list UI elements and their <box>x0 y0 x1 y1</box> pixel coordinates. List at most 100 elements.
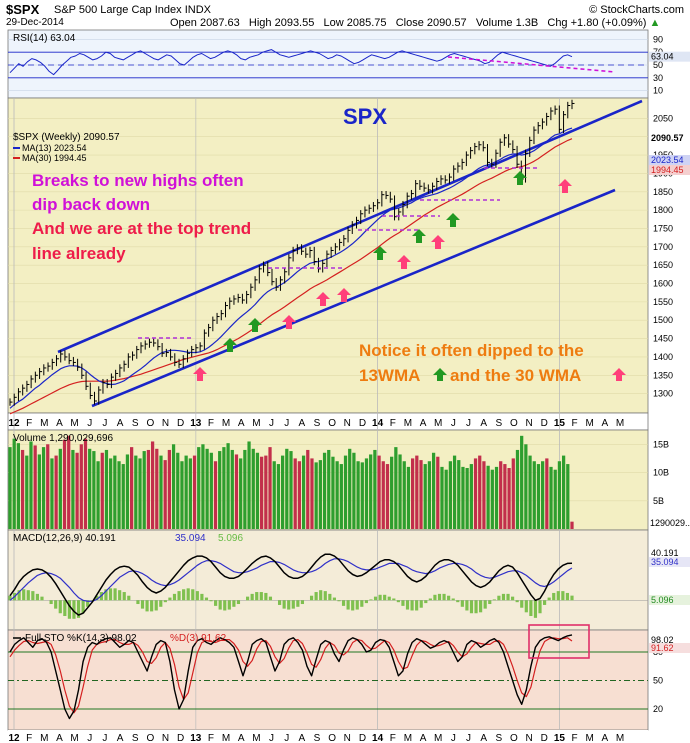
high-value: High 2093.55 <box>248 17 315 29</box>
volume-bar <box>176 452 180 529</box>
volume-bar <box>402 461 406 529</box>
xaxis-bottom-label: J <box>451 733 456 743</box>
volume-bar <box>276 464 281 529</box>
xaxis-top-label: M <box>252 418 260 429</box>
macd-histogram-bar <box>49 600 53 605</box>
macd-histogram-bar <box>232 600 236 607</box>
macd-histogram-bar <box>433 594 437 601</box>
macd-histogram-bar <box>542 600 547 605</box>
xaxis-top-label: A <box>420 418 427 429</box>
macd-histogram-bar <box>556 591 560 601</box>
macd-histogram-bar <box>81 600 85 614</box>
volume-bar <box>553 469 557 529</box>
macd-right-badge <box>649 595 690 605</box>
macd-histogram-bar <box>163 600 167 603</box>
xaxis-bottom-label: J <box>102 733 107 743</box>
macd-histogram-bar <box>465 600 469 611</box>
xaxis-top-label: A <box>117 418 124 429</box>
macd-right-badge <box>649 557 690 567</box>
xaxis-top-label: F <box>208 418 214 429</box>
rsi-tick-label: 10 <box>653 86 663 96</box>
xaxis-top-label: N <box>162 418 169 429</box>
volume-bar <box>532 461 536 529</box>
volume-bar <box>549 466 553 529</box>
volume-bar <box>398 454 402 529</box>
xaxis-top-label: F <box>26 418 32 429</box>
volume-bar <box>205 448 209 529</box>
volume-bar <box>285 448 289 529</box>
macd-histogram-bar <box>497 595 501 601</box>
volume-bar <box>54 455 58 529</box>
xaxis-bottom-label: J <box>284 733 289 743</box>
pink-up-arrow-icon <box>337 288 351 302</box>
macd-histogram-bar <box>355 600 359 610</box>
xaxis-top-label: M <box>404 418 412 429</box>
xaxis-top-label: A <box>480 418 487 429</box>
price-tick-label: 1750 <box>653 223 673 233</box>
macd-histogram-bar <box>511 596 515 601</box>
volume-bar <box>37 454 41 529</box>
macd-histogram-bar <box>218 600 222 610</box>
volume-bar <box>377 455 381 529</box>
xaxis-bottom-label: S <box>314 733 321 743</box>
green-up-arrow-icon <box>433 368 447 381</box>
xaxis-top-label: J <box>466 418 471 429</box>
macd-legend: MACD(12,26,9) 40.191 <box>13 533 116 544</box>
pink-up-arrow-icon <box>431 235 445 249</box>
xaxis-top-label: A <box>238 418 245 429</box>
macd-histogram-bar <box>72 600 76 619</box>
volume-bar <box>503 464 507 529</box>
xaxis-bottom-label: O <box>146 733 154 743</box>
volume-bar <box>188 458 192 529</box>
macd-histogram-bar <box>40 596 44 601</box>
volume-bar <box>75 452 79 529</box>
macd-histogram-bar <box>35 593 40 601</box>
xaxis-top-label: 13 <box>190 418 202 429</box>
open-value: Open 2087.63 <box>170 17 240 29</box>
sto-tick-label: 50 <box>653 676 663 686</box>
macd-right-label: 40.191 <box>651 548 679 558</box>
macd-histogram-bar <box>520 600 524 608</box>
macd-histogram-bar <box>22 589 26 601</box>
volume-bar <box>71 449 75 529</box>
macd-signal-legend: 35.094 <box>175 533 206 544</box>
xaxis-bottom-label: M <box>222 733 230 743</box>
green-up-arrow-icon <box>223 338 237 352</box>
sto-highlight-box <box>528 624 590 659</box>
xaxis-top-label: D <box>359 418 366 429</box>
volume-bar <box>251 448 255 529</box>
price-right-label: 2023.54 <box>651 155 684 165</box>
volume-bar <box>12 438 16 529</box>
volume-bar <box>515 449 520 529</box>
xaxis-top-label: M <box>222 418 230 429</box>
xaxis-top-label: M <box>586 418 594 429</box>
macd-histogram-bar <box>67 600 71 619</box>
macd-histogram-bar <box>415 600 419 611</box>
volume-bar <box>167 449 171 529</box>
xaxis-bottom-label: M <box>70 733 78 743</box>
note-breaks-line1: Breaks to new highs often <box>32 171 244 190</box>
macd-histogram-bar <box>26 590 30 601</box>
macd-histogram-bar <box>360 600 364 607</box>
volume-bar <box>29 441 33 529</box>
price-right-label: 1994.45 <box>651 165 684 175</box>
volume-bar <box>255 452 260 529</box>
xaxis-bottom-label: S <box>132 733 139 743</box>
macd-histogram-bar <box>561 591 565 601</box>
xaxis-bottom-label: A <box>299 733 306 743</box>
price-panel <box>7 97 649 414</box>
price-tick-label: 2050 <box>653 113 673 123</box>
macd-histogram-bar <box>277 600 282 605</box>
macd-histogram-bar <box>200 593 204 601</box>
volume-bar <box>570 521 574 529</box>
volume-bar <box>280 455 285 529</box>
rsi-last-value: 63.04 <box>651 52 674 62</box>
volume-bar <box>452 455 457 529</box>
xaxis-bottom-label: A <box>602 733 609 743</box>
macd-histogram-bar <box>456 600 460 603</box>
volume-bar <box>385 464 390 529</box>
rsi-last-badge <box>649 51 690 62</box>
volume-bar <box>260 456 264 529</box>
note-dips-13wma: 13WMA <box>359 366 420 385</box>
macd-histogram-bar <box>214 600 218 606</box>
